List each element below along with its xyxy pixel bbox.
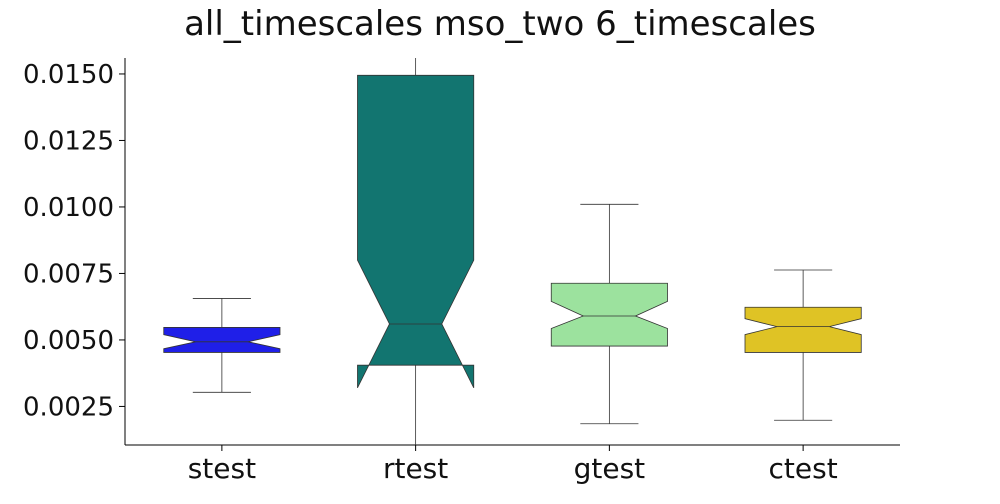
- box-rtest: [357, 74, 475, 388]
- x-tick-label: stest: [188, 452, 256, 485]
- box-gtest: [550, 282, 668, 347]
- y-tick-label: 0.0075: [23, 259, 114, 289]
- x-tick-label: gtest: [574, 452, 646, 485]
- box-stest: [163, 327, 281, 353]
- y-tick-label: 0.0025: [23, 392, 114, 422]
- y-tick-label: 0.0100: [23, 193, 114, 223]
- y-tick-label: 0.0050: [23, 326, 114, 356]
- chart-title: all_timescales mso_two 6_timescales: [184, 4, 816, 44]
- x-tick-label: rtest: [383, 452, 448, 485]
- y-tick-label: 0.0125: [23, 126, 114, 156]
- x-tick-label: ctest: [769, 452, 838, 485]
- box-ctest: [744, 306, 862, 353]
- y-tick-label: 0.0150: [23, 60, 114, 90]
